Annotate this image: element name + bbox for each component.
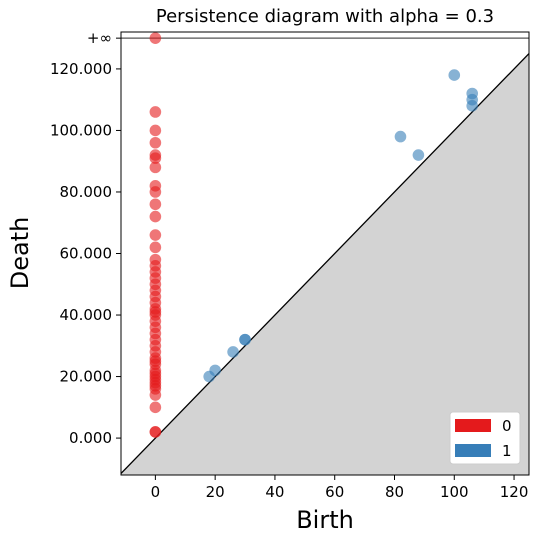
x-tick-label: 60	[325, 483, 344, 501]
point-dim-0	[149, 186, 162, 198]
legend: 0 1	[449, 411, 521, 465]
point-dim-1	[394, 130, 407, 143]
point-dim-0	[149, 136, 162, 149]
point-dim-1	[412, 149, 425, 161]
x-tick-label: 20	[206, 483, 225, 501]
diagonal-line	[121, 52, 529, 475]
point-dim-0	[149, 161, 162, 174]
y-tick-label: 120.000	[50, 60, 112, 78]
x-tick-label: 100	[440, 483, 469, 501]
y-tick-label: 60.000	[60, 245, 113, 263]
chart-title: Persistence diagram with alpha = 0.3	[156, 6, 494, 27]
point-dim-0	[149, 229, 162, 241]
y-tick-label: 40.000	[60, 306, 113, 324]
y-tick-label: 100.000	[50, 121, 112, 139]
x-tick-label: 40	[265, 483, 284, 501]
point-dim-0	[149, 426, 162, 438]
y-tick-label: 0.000	[69, 429, 112, 447]
point-dim-1	[209, 364, 221, 377]
point-dim-0	[149, 124, 162, 137]
legend-swatch-1	[455, 444, 491, 457]
legend-label-0: 0	[502, 417, 512, 435]
legend-swatch-0	[455, 419, 491, 432]
point-dim-1	[448, 69, 461, 81]
y-tick-label: 80.000	[60, 183, 113, 201]
point-dim-0	[149, 401, 162, 414]
point-dim-0	[149, 389, 162, 401]
point-dim-0	[149, 152, 162, 164]
point-dim-1	[466, 100, 479, 112]
x-tick-label: 120	[500, 483, 529, 501]
point-dim-0	[149, 32, 162, 44]
legend-label-1: 1	[502, 442, 512, 460]
point-dim-0	[149, 198, 162, 211]
y-tick-label-infinity: +∞	[87, 29, 112, 47]
x-axis-label: Birth	[296, 506, 354, 534]
point-dim-0	[149, 106, 162, 118]
y-axis-label: Death	[6, 217, 34, 290]
y-tick-label: 20.000	[60, 368, 113, 386]
point-dim-1	[239, 333, 251, 346]
x-tick-label: 80	[385, 483, 404, 501]
x-tick-label: 0	[151, 483, 161, 501]
point-dim-0	[149, 241, 162, 254]
point-dim-1	[227, 346, 239, 358]
point-dim-0	[149, 210, 162, 223]
